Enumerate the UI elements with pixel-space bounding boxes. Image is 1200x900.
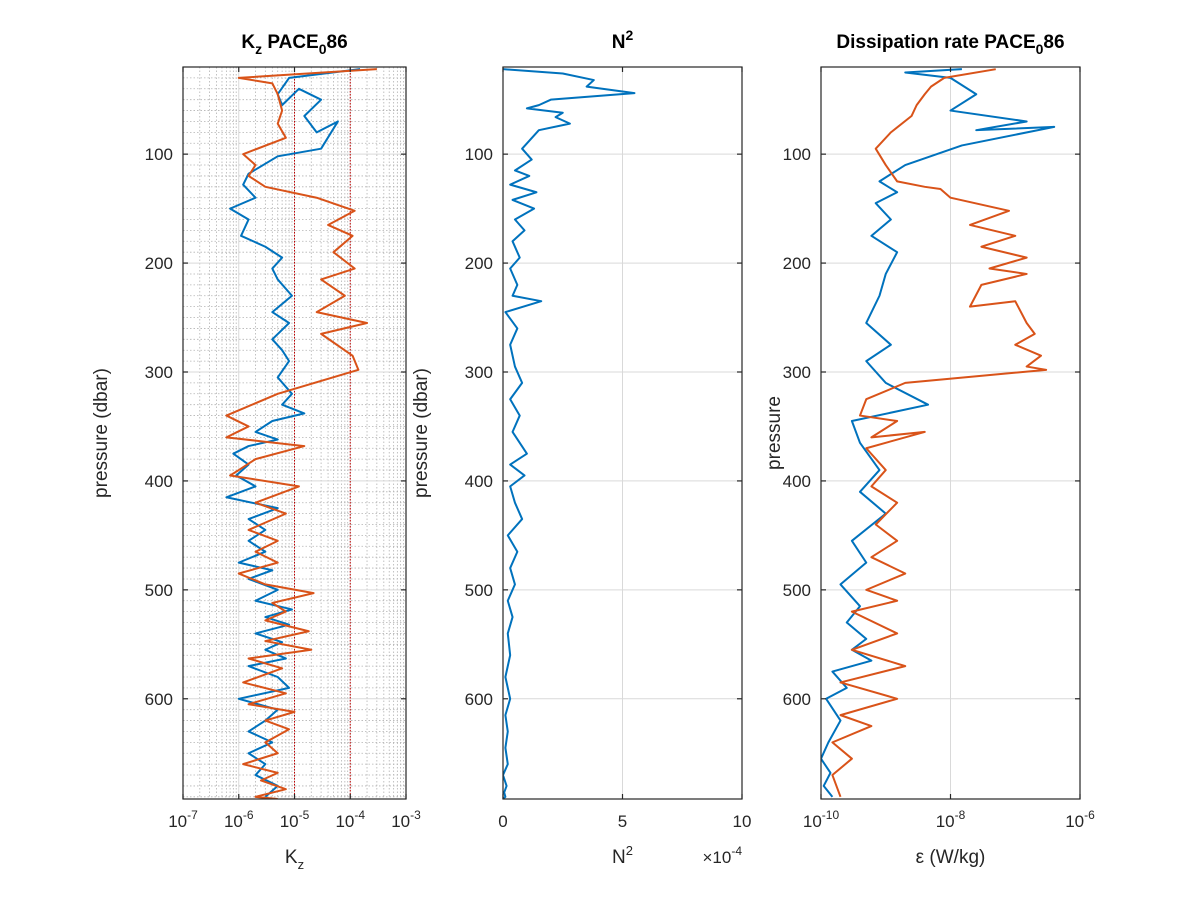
y-tick-label: 100 <box>145 145 173 164</box>
y-axis-label: pressure <box>764 396 785 470</box>
x-tick-label: 10-5 <box>280 808 310 831</box>
x-tick-label: 10-3 <box>391 808 421 831</box>
panel-dissipation: 10-10 10-8 10-6 100 200 300 400 500 600 pressure ε… <box>764 32 1095 868</box>
y-tick-label: 200 <box>145 254 173 273</box>
x-tick-label: 5 <box>618 812 627 831</box>
y-tick-label: 200 <box>783 254 811 273</box>
minor-grid <box>183 67 406 799</box>
y-tick-label: 500 <box>783 581 811 600</box>
series-line-2 <box>225 68 377 799</box>
y-tick-label: 300 <box>145 363 173 382</box>
y-axis-label: pressure (dbar) <box>411 368 432 498</box>
series-line-2 <box>831 68 1048 798</box>
y-tick-label: 400 <box>465 472 493 491</box>
x-tick-label: 10-10 <box>803 808 840 831</box>
series-line-1 <box>503 68 636 799</box>
x-tick-label: 10 <box>733 812 752 831</box>
chart-title: Kz PACE086 <box>241 32 347 57</box>
y-tick-label: 500 <box>465 581 493 600</box>
y-tick-label: 600 <box>465 690 493 709</box>
x-tick-label: 10-4 <box>335 808 365 831</box>
x-tick-label: 10-6 <box>1065 808 1095 831</box>
series-line-1 <box>225 68 361 798</box>
y-axis-label: pressure (dbar) <box>91 368 112 498</box>
y-tick-label: 300 <box>783 363 811 382</box>
panel-n2: 0 5 10 100 200 300 400 500 600 pressure (dbar) N2 ×… <box>411 27 751 868</box>
x-axis-multiplier: ×10-4 <box>702 844 742 867</box>
y-tick-label: 300 <box>465 363 493 382</box>
x-axis-label: ε (W/kg) <box>916 847 986 868</box>
y-tick-label: 600 <box>145 690 173 709</box>
x-tick-label: 10-7 <box>168 808 198 831</box>
x-axis-label: Kz <box>285 847 304 872</box>
y-tick-label: 600 <box>783 690 811 709</box>
y-tick-label: 100 <box>465 145 493 164</box>
panel-kz: 10-7 10-6 10-5 10-4 10-3 100 200 300 400 500 600 pr… <box>91 32 421 872</box>
x-axis-label: N2 <box>612 843 633 868</box>
y-tick-label: 100 <box>783 145 811 164</box>
y-tick-label: 500 <box>145 581 173 600</box>
x-tick-label: 10-8 <box>936 808 966 831</box>
x-tick-label: 0 <box>498 812 507 831</box>
chart-title: Dissipation rate PACE086 <box>836 32 1064 57</box>
chart-title: N2 <box>612 27 634 53</box>
y-tick-label: 400 <box>783 472 811 491</box>
x-tick-label: 10-6 <box>224 808 254 831</box>
y-tick-label: 400 <box>145 472 173 491</box>
y-tick-label: 200 <box>465 254 493 273</box>
